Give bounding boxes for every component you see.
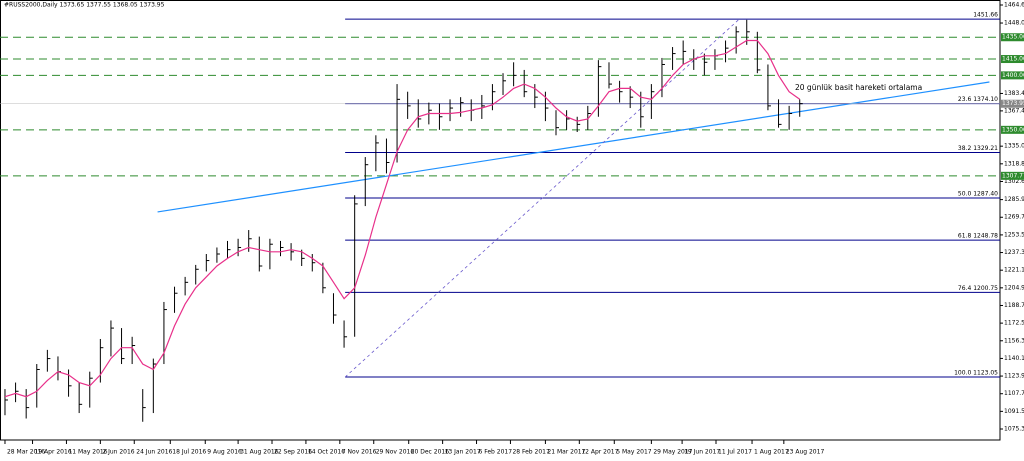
sr-label-box (1001, 171, 1024, 180)
last-price-box (1001, 99, 1024, 108)
x-tick-label: 14 Oct 2016 (308, 449, 345, 456)
y-tick-label: 1335.00 (1004, 143, 1024, 150)
y-tick-label: 1367.40 (1004, 107, 1024, 114)
x-tick-label: 24 Jun 2016 (136, 449, 172, 456)
y-tick-label: 1140.15 (1004, 355, 1024, 362)
y-tick-label: 1107.75 (1004, 390, 1024, 397)
sr-label-box (1001, 71, 1024, 80)
x-tick-label: 22 Sep 2016 (274, 449, 312, 456)
last-price-label: 1373.95 (1002, 100, 1024, 107)
x-tick-label: 28 Feb 2017 (512, 449, 550, 456)
sr-label: 1400.00 (1002, 72, 1024, 79)
x-tick-label: 29 Nov 2016 (376, 449, 415, 456)
sr-label: 1307.77 (1002, 172, 1024, 179)
fib-label: 50.0 1287.40 (958, 191, 998, 198)
fib-label: 38.2 1329.21 (958, 145, 998, 152)
trendline (157, 81, 990, 213)
y-tick-label: 1448.05 (1004, 20, 1024, 27)
fib-label: 23.6 1374.10 (958, 96, 998, 103)
x-tick-label: 21 Mar 2017 (547, 449, 585, 456)
x-tick-label: 11 May 2016 (68, 449, 107, 456)
y-tick-label: 1285.95 (1004, 196, 1024, 203)
x-tick-label: 31 Aug 2016 (240, 449, 279, 456)
x-tick-label: 11 Jul 2017 (718, 449, 752, 456)
fib-label: 61.8 1248.78 (958, 233, 998, 240)
y-tick-label: 1237.35 (1004, 249, 1024, 256)
y-tick-label: 1172.55 (1004, 320, 1024, 327)
y-tick-label: 1075.35 (1004, 426, 1024, 433)
sr-label-box (1001, 55, 1024, 64)
y-tick-label: 1464.60 (1004, 1, 1024, 8)
x-tick-label: 13 Jan 2017 (445, 449, 481, 456)
fib-label: 1451.66 (973, 12, 998, 19)
chart-title: #RUSS2000,Daily 1373.65 1377.55 1368.05 … (4, 2, 165, 9)
x-tick-label: 7 Nov 2016 (342, 449, 377, 456)
annotation: 20 günlük basit hareketi ortalama (795, 83, 922, 92)
x-tick-label: 19 Apr 2016 (35, 449, 72, 456)
x-tick-label: 28 Mar 2016 (7, 449, 45, 456)
x-tick-label: 9 Aug 2016 (207, 449, 242, 456)
sr-label: 1350.00 (1002, 126, 1024, 133)
y-tick-label: 1204.95 (1004, 284, 1024, 291)
x-tick-label: 29 May 2017 (653, 449, 692, 456)
x-tick-label: 20 Dec 2016 (411, 449, 450, 456)
y-tick-label: 1302.60 (1004, 178, 1024, 185)
y-tick-label: 1221.15 (1004, 267, 1024, 274)
sr-label-box (1001, 125, 1024, 134)
plot-frame (0, 0, 1001, 441)
y-tick-label: 1318.80 (1004, 160, 1024, 167)
sr-label: 1415.00 (1002, 56, 1024, 63)
sr-label: 1435.00 (1002, 34, 1024, 41)
fib-label: 76.4 1200.75 (958, 285, 998, 292)
y-tick-label: 1253.55 (1004, 231, 1024, 238)
x-tick-label: 1 Aug 2017 (754, 449, 789, 456)
trendline (344, 18, 740, 378)
x-tick-label: 12 Apr 2017 (581, 449, 618, 456)
y-tick-label: 1269.75 (1004, 214, 1024, 221)
x-tick-label: 2 Jun 2016 (102, 449, 134, 456)
x-tick-label: 5 May 2017 (616, 449, 651, 456)
y-tick-label: 1156.35 (1004, 337, 1024, 344)
fib-label: 100.0 1123.05 (954, 370, 998, 377)
y-tick-label: 1383.40 (1004, 90, 1024, 97)
x-tick-label: 23 Aug 2017 (786, 449, 825, 456)
moving-average (4, 39, 801, 398)
y-tick-label: 1188.75 (1004, 302, 1024, 309)
x-tick-label: 18 Jul 2016 (172, 449, 206, 456)
x-tick-label: 19 Jun 2017 (684, 449, 720, 456)
x-tick-label: 6 Feb 2017 (479, 449, 513, 456)
y-tick-label: 1123.95 (1004, 373, 1024, 380)
sr-label-box (1001, 33, 1024, 42)
y-tick-label: 1091.55 (1004, 408, 1024, 415)
